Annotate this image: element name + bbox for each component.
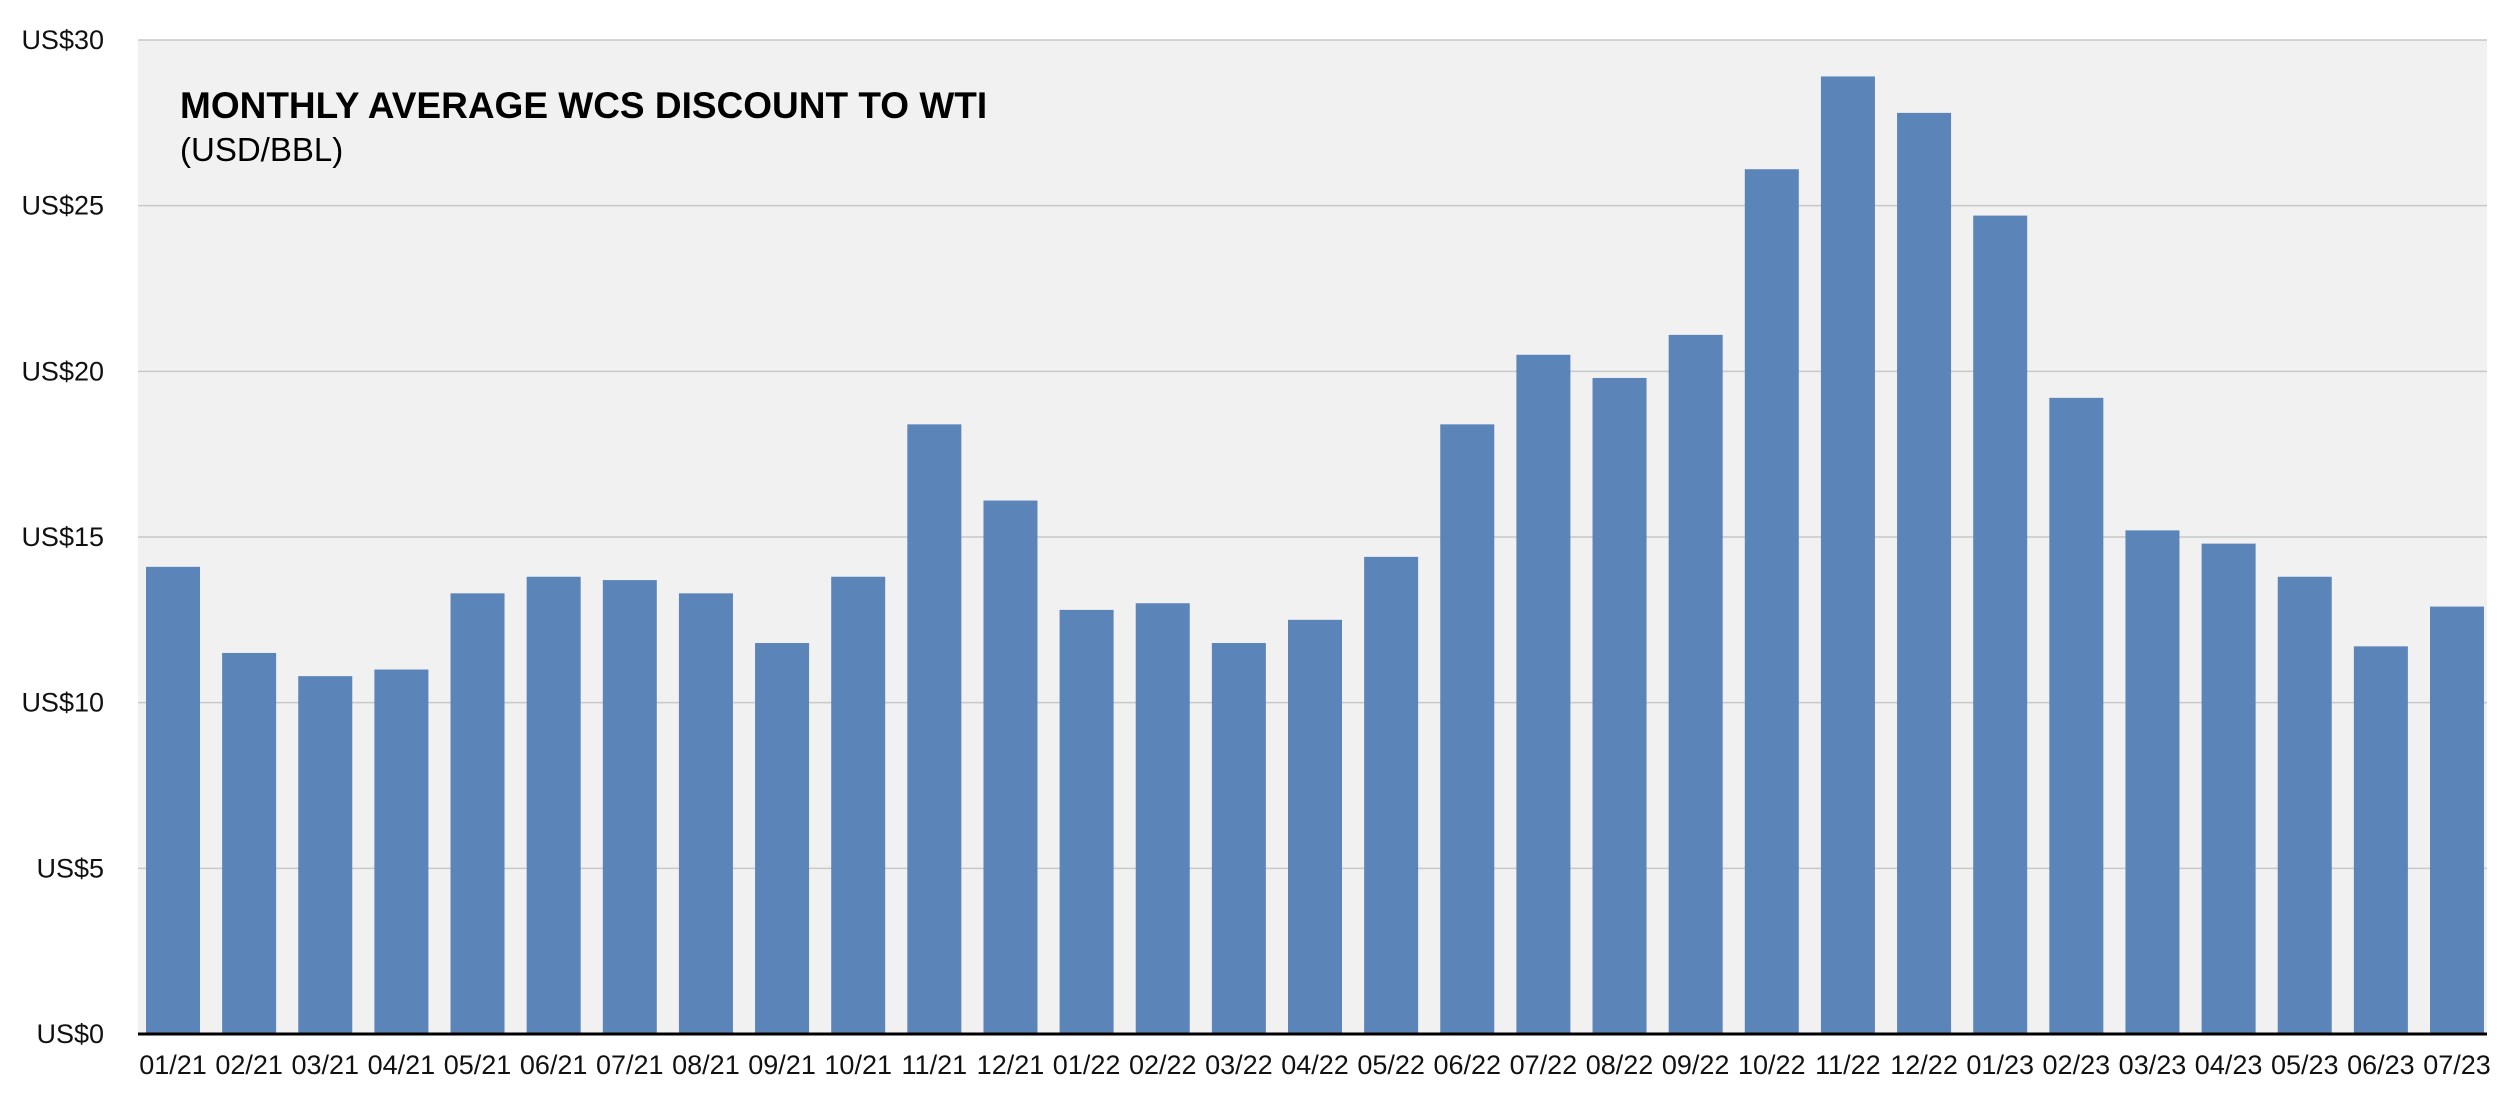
x-tick-label: 08/21 — [672, 1050, 740, 1080]
bar-07-23 — [2430, 606, 2484, 1034]
bar-02-22 — [1135, 603, 1190, 1034]
bar-03-21 — [298, 676, 353, 1034]
x-tick-label: 01/23 — [1966, 1050, 2034, 1080]
bar-05-23 — [2277, 576, 2332, 1034]
x-axis-tick-labels: 01/21 02/21 03/21 04/21 05/21 06/21 07/21 08/21… — [139, 1050, 2491, 1080]
x-tick-label: 03/23 — [2119, 1050, 2187, 1080]
x-tick-label: 10/21 — [824, 1050, 892, 1080]
y-axis-tick-labels: US$0 US$5 US$10 US$15 US$20 US$25 US$30 — [21, 25, 104, 1049]
bar-01-21 — [146, 566, 200, 1034]
bar-01-23 — [1973, 215, 2028, 1034]
x-tick-label: 04/23 — [2195, 1050, 2263, 1080]
bar-05-21 — [450, 593, 505, 1034]
y-tick-label: US$20 — [21, 356, 104, 386]
y-tick-label: US$5 — [36, 853, 104, 883]
bar-11-21 — [907, 424, 962, 1034]
x-tick-label: 02/21 — [215, 1050, 283, 1080]
bar-03-22 — [1211, 643, 1266, 1034]
bars — [146, 76, 2484, 1035]
y-tick-label: US$25 — [21, 191, 104, 221]
x-tick-label: 05/22 — [1357, 1050, 1425, 1080]
bar-02-23 — [2049, 397, 2104, 1035]
x-tick-label: 11/21 — [902, 1050, 968, 1080]
x-tick-label: 10/22 — [1738, 1050, 1806, 1080]
bar-06-22 — [1440, 424, 1495, 1034]
x-tick-label: 03/22 — [1205, 1050, 1273, 1080]
bar-04-21 — [374, 669, 429, 1034]
bar-11-22 — [1820, 76, 1875, 1035]
y-tick-label: US$15 — [21, 522, 104, 552]
x-tick-label: 06/21 — [520, 1050, 588, 1080]
bar-03-23 — [2125, 530, 2180, 1034]
y-tick-label: US$0 — [36, 1019, 104, 1049]
x-tick-label: 07/21 — [596, 1050, 664, 1080]
x-tick-label: 01/22 — [1053, 1050, 1121, 1080]
bar-12-21 — [983, 500, 1038, 1034]
x-tick-label: 02/23 — [2043, 1050, 2111, 1080]
chart-subtitle: (USD/BBL) — [180, 131, 343, 168]
bar-08-21 — [678, 593, 733, 1034]
bar-04-23 — [2201, 543, 2256, 1034]
x-tick-label: 05/21 — [444, 1050, 512, 1080]
x-tick-label: 06/22 — [1433, 1050, 1501, 1080]
bar-07-21 — [602, 580, 657, 1034]
bar-02-21 — [222, 652, 277, 1034]
x-tick-label: 05/23 — [2271, 1050, 2339, 1080]
bar-08-22 — [1592, 377, 1647, 1035]
x-tick-label: 01/21 — [139, 1050, 207, 1080]
x-tick-label: 04/22 — [1281, 1050, 1349, 1080]
x-tick-label: 07/22 — [1510, 1050, 1578, 1080]
x-tick-label: 06/23 — [2347, 1050, 2415, 1080]
bar-06-21 — [526, 576, 581, 1034]
y-tick-label: US$30 — [21, 25, 104, 55]
bar-05-22 — [1364, 556, 1419, 1034]
x-tick-label: 12/22 — [1890, 1050, 1958, 1080]
bar-10-22 — [1744, 169, 1799, 1035]
x-tick-label: 09/22 — [1662, 1050, 1730, 1080]
bar-09-22 — [1668, 334, 1723, 1034]
bar-01-22 — [1059, 609, 1114, 1034]
x-tick-label: 09/21 — [748, 1050, 816, 1080]
bar-09-21 — [755, 643, 810, 1034]
bar-07-22 — [1516, 354, 1571, 1034]
bar-12-22 — [1897, 112, 1952, 1035]
x-tick-label: 11/22 — [1815, 1050, 1881, 1080]
bar-10-21 — [831, 576, 886, 1034]
bar-04-22 — [1288, 619, 1342, 1034]
x-tick-label: 07/23 — [2423, 1050, 2491, 1080]
x-tick-label: 03/21 — [291, 1050, 359, 1080]
x-tick-label: 02/22 — [1129, 1050, 1197, 1080]
chart-title: MONTHLY AVERAGE WCS DISCOUNT TO WTI — [180, 85, 987, 126]
x-tick-label: 04/21 — [368, 1050, 436, 1080]
x-tick-label: 12/21 — [977, 1050, 1045, 1080]
x-tick-label: 08/22 — [1586, 1050, 1654, 1080]
bar-06-23 — [2353, 646, 2408, 1034]
y-tick-label: US$10 — [21, 688, 104, 718]
